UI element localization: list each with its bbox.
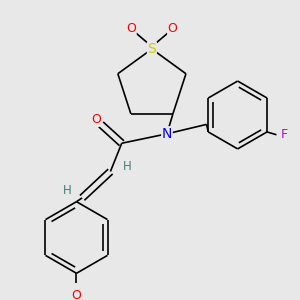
Text: O: O <box>91 113 101 126</box>
Text: O: O <box>168 22 178 35</box>
Text: H: H <box>123 160 132 173</box>
Text: H: H <box>63 184 71 197</box>
Text: O: O <box>72 290 81 300</box>
Text: O: O <box>126 22 136 35</box>
Text: F: F <box>280 128 288 141</box>
Text: S: S <box>148 42 156 56</box>
Text: N: N <box>162 127 172 141</box>
